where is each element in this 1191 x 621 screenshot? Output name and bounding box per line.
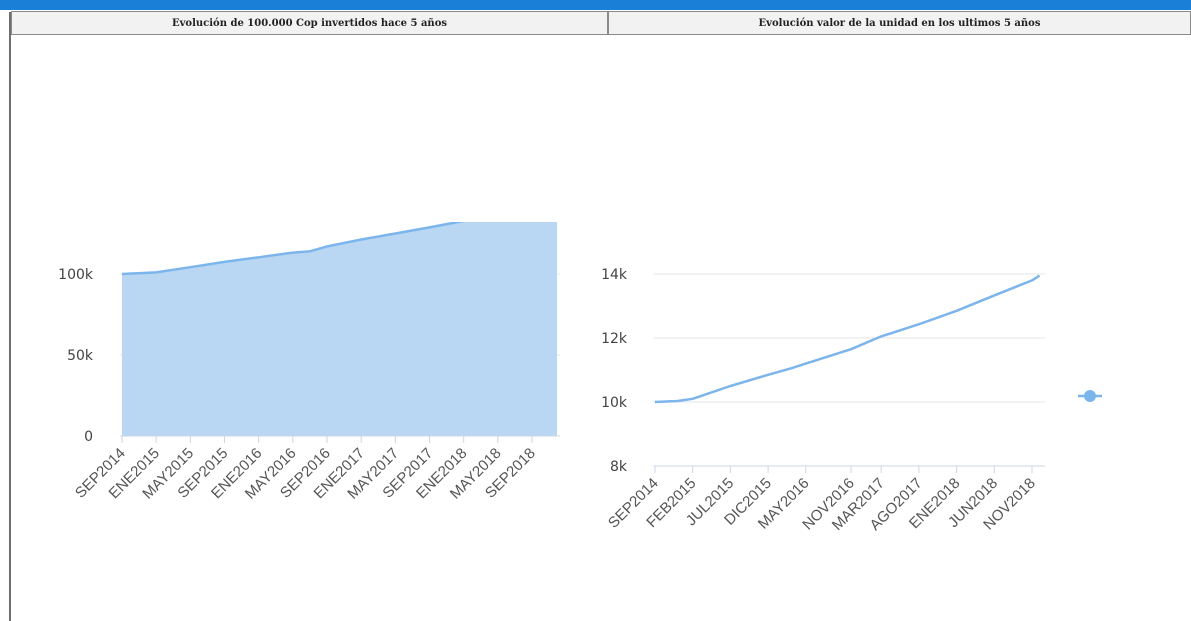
right-y-tick-label: 8k: [610, 459, 628, 475]
chart-header-left: Evolución de 100.000 Cop invertidos hace…: [11, 11, 608, 35]
right-y-tick-label: 12k: [601, 331, 628, 347]
right-series-line: [654, 274, 1041, 404]
left-area-fill: [122, 222, 557, 436]
chart-header-right: Evolución valor de la unidad en los ulti…: [608, 11, 1191, 35]
left-border: [9, 12, 11, 621]
left-y-tick-label: 100k: [58, 267, 94, 283]
chart-title-left: Evolución de 100.000 Cop invertidos hace…: [171, 17, 447, 29]
right-y-tick-label: 14k: [601, 267, 628, 283]
left-y-tick-label: 50k: [67, 348, 94, 364]
chart-title-right: Evolución valor de la unidad en los ulti…: [758, 17, 1041, 29]
legend-marker-symbol: [1084, 390, 1096, 402]
left-y-tick-label: 0: [84, 429, 93, 445]
right-y-tick-label: 10k: [601, 395, 628, 411]
left-area-line: [121, 222, 465, 276]
top-bar: [0, 0, 1191, 10]
